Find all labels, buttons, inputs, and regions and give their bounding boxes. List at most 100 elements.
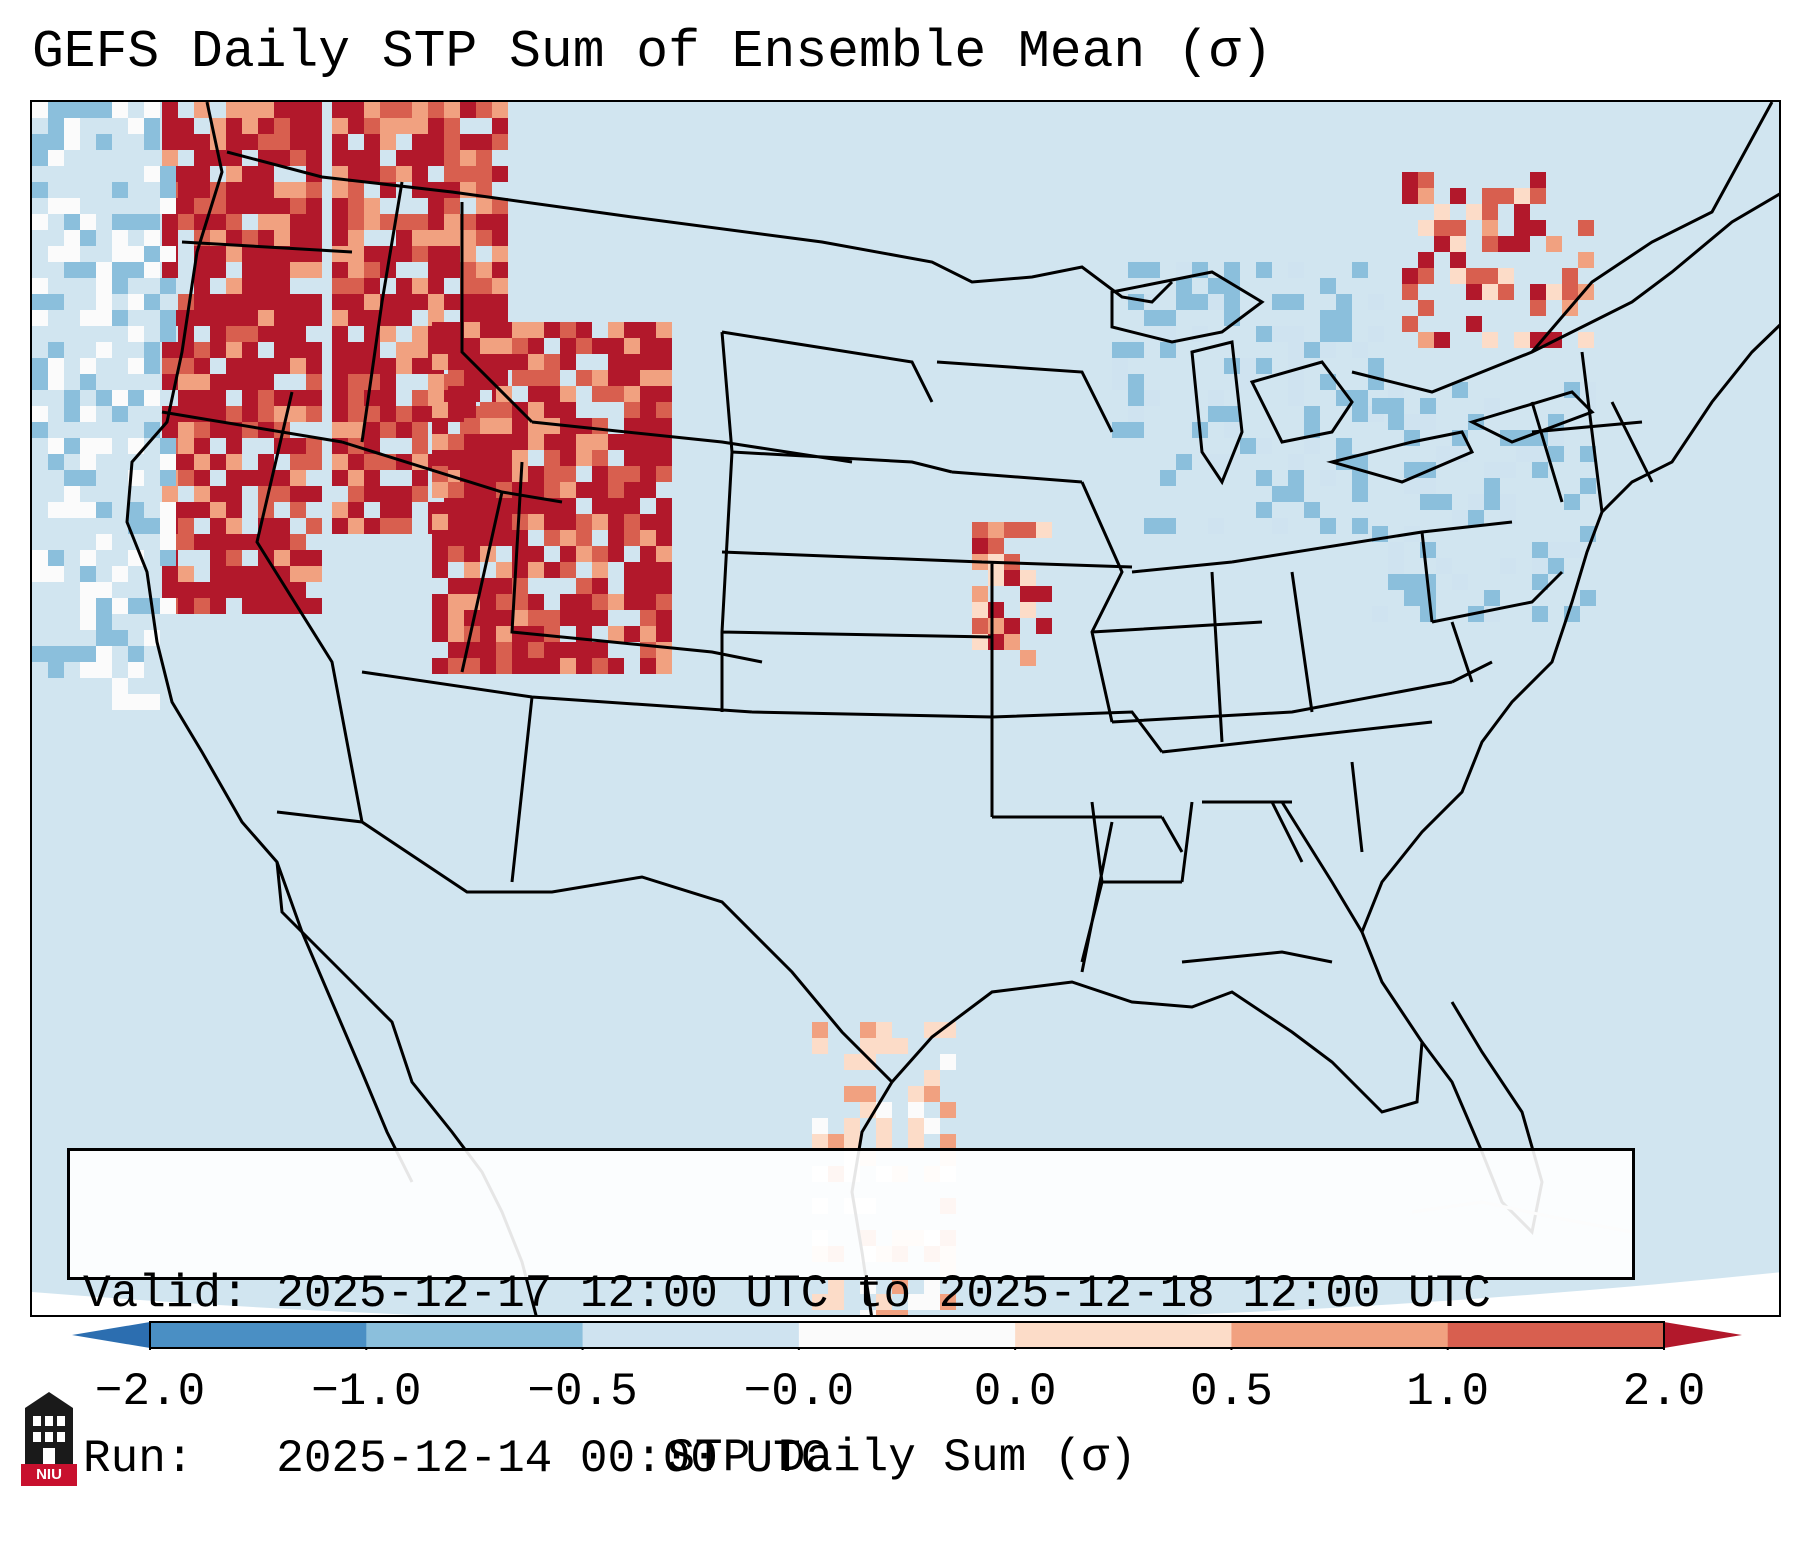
field-cell — [1352, 262, 1368, 278]
field-cell — [1514, 220, 1530, 236]
field-cell — [380, 486, 396, 502]
field-cell — [1468, 510, 1484, 526]
field-cell — [194, 294, 210, 310]
field-cell — [160, 518, 176, 534]
field-cell — [656, 658, 672, 674]
field-cell — [1514, 236, 1530, 252]
field-cell — [412, 246, 428, 262]
field-cell — [162, 358, 178, 374]
field-cell — [128, 358, 144, 374]
field-cell — [1484, 398, 1500, 414]
field-cell — [1304, 502, 1320, 518]
field-cell — [908, 1118, 924, 1134]
field-cell — [1160, 342, 1176, 358]
field-cell — [876, 1294, 892, 1310]
field-cell — [396, 118, 412, 134]
field-cell — [274, 230, 290, 246]
field-cell — [624, 418, 640, 434]
field-cell — [624, 370, 640, 386]
field-cell — [396, 166, 412, 182]
field-cell — [576, 482, 592, 498]
field-cell — [1176, 454, 1192, 470]
field-cell — [48, 342, 64, 358]
field-cell — [332, 390, 348, 406]
field-cell — [412, 166, 428, 182]
field-cell — [560, 402, 576, 418]
field-cell — [194, 470, 210, 486]
field-cell — [1368, 326, 1384, 342]
field-cell — [32, 102, 48, 118]
field-cell — [1144, 310, 1160, 326]
field-cell — [226, 518, 242, 534]
field-cell — [624, 578, 640, 594]
field-cell — [512, 370, 528, 386]
field-cell — [448, 642, 464, 658]
field-cell — [1388, 414, 1404, 430]
field-cell — [32, 550, 48, 566]
field-cell — [1144, 390, 1160, 406]
field-cell — [80, 438, 96, 454]
field-cell — [1562, 284, 1578, 300]
field-cell — [1532, 446, 1548, 462]
field-cell — [480, 626, 496, 642]
field-cell — [608, 322, 624, 338]
field-cell — [258, 566, 274, 582]
field-cell — [1112, 422, 1128, 438]
field-cell — [306, 438, 322, 454]
field-cell — [380, 358, 396, 374]
field-cell — [624, 530, 640, 546]
field-cell — [364, 470, 380, 486]
field-cell — [48, 294, 64, 310]
field-cell — [1256, 438, 1272, 454]
field-cell — [428, 230, 444, 246]
field-cell — [80, 646, 96, 662]
field-cell — [480, 466, 496, 482]
field-cell — [460, 150, 476, 166]
field-cell — [144, 390, 160, 406]
field-cell — [160, 454, 176, 470]
field-cell — [972, 618, 988, 634]
field-cell — [290, 326, 306, 342]
field-cell — [178, 454, 194, 470]
field-cell — [364, 246, 380, 262]
field-cell — [242, 582, 258, 598]
field-cell — [1436, 494, 1452, 510]
field-cell — [492, 198, 508, 214]
field-cell — [1402, 172, 1418, 188]
field-cell — [112, 262, 128, 278]
field-cell — [162, 582, 178, 598]
field-cell — [428, 198, 444, 214]
field-cell — [560, 546, 576, 562]
colorbar-segment — [1447, 1322, 1665, 1348]
field-cell — [576, 322, 592, 338]
field-cell — [448, 450, 464, 466]
field-cell — [226, 118, 242, 134]
field-cell — [258, 102, 274, 118]
field-cell — [194, 150, 210, 166]
field-cell — [210, 582, 226, 598]
field-cell — [332, 118, 348, 134]
field-cell — [210, 310, 226, 326]
field-cell — [1192, 294, 1208, 310]
field-cell — [544, 418, 560, 434]
field-cell — [592, 642, 608, 658]
field-cell — [210, 342, 226, 358]
field-cell — [560, 434, 576, 450]
field-cell — [576, 594, 592, 610]
field-cell — [608, 546, 624, 562]
field-cell — [492, 166, 508, 182]
field-cell — [496, 610, 512, 626]
field-cell — [1530, 300, 1546, 316]
chart-title: GEFS Daily STP Sum of Ensemble Mean (σ) — [32, 22, 1273, 82]
field-cell — [380, 518, 396, 534]
field-cell — [1352, 470, 1368, 486]
field-cell — [306, 486, 322, 502]
field-cell — [194, 422, 210, 438]
field-cell — [48, 438, 64, 454]
field-cell — [1304, 406, 1320, 422]
field-cell — [512, 434, 528, 450]
field-cell — [576, 642, 592, 658]
field-cell — [306, 102, 322, 118]
field-cell — [1530, 188, 1546, 204]
field-cell — [544, 354, 560, 370]
